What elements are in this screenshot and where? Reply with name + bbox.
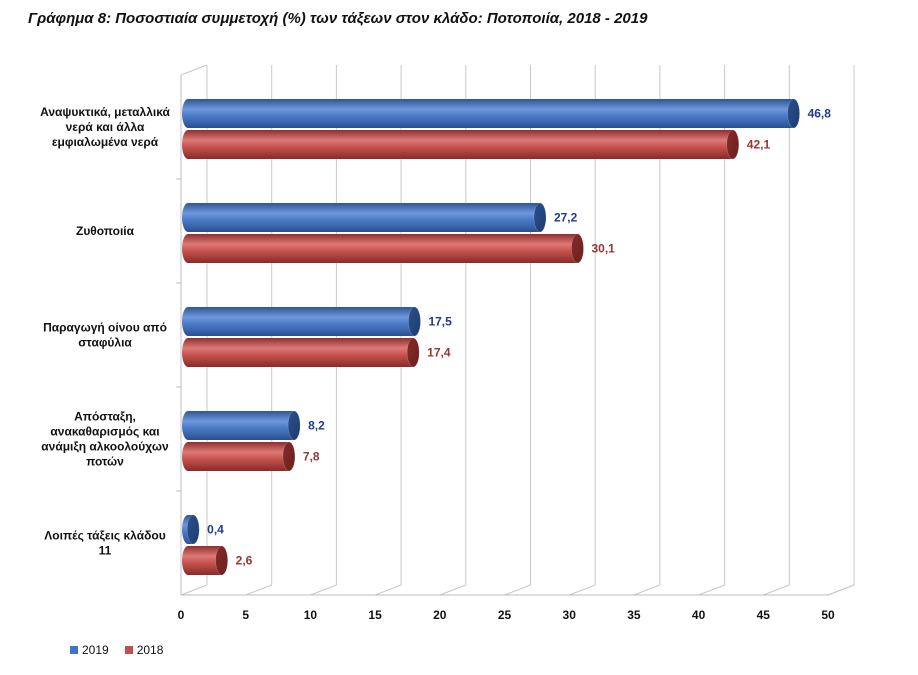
category-label: Λοιπές τάξεις κλάδου 11 (44, 529, 165, 558)
data-label: 30,1 (591, 242, 615, 256)
bar-cap (215, 545, 228, 576)
bar-body (182, 130, 739, 159)
legend-label-2019: 2019 (82, 643, 109, 657)
x-tick-label: 0 (178, 608, 185, 622)
x-tick-label: 30 (563, 608, 577, 622)
bar-cap (406, 337, 420, 368)
bar-cap (287, 410, 301, 441)
floor-edge (827, 584, 855, 596)
floor-gridline (504, 584, 531, 596)
bar-2018-1 (182, 233, 584, 264)
bar-2018-2 (182, 337, 420, 368)
x-tick-label: 5 (242, 608, 249, 622)
floor-gridline (180, 584, 208, 596)
legend: 2019 2018 (70, 643, 163, 657)
bar-body (182, 203, 546, 232)
floor-gridline (310, 584, 337, 596)
category-label: Αναψυκτικά, μεταλλικά νερά και άλλα εμφιαλ… (40, 105, 170, 149)
data-label: 27,2 (554, 211, 578, 225)
chart-title: Γράφημα 8: Ποσοστιαία συμμετοχή (%) των … (28, 10, 648, 27)
bar-body (182, 99, 800, 128)
x-tick-label: 25 (498, 608, 512, 622)
floor-gridline (439, 584, 466, 596)
data-label: 8,2 (308, 419, 325, 433)
category-label: Απόσταξη, ανακαθαρισμός και ανάμιξη αλκοολ… (41, 410, 169, 469)
bar-2019-4 (182, 514, 200, 545)
x-tick-label: 20 (433, 608, 447, 622)
bar-2018-3 (182, 441, 296, 472)
data-label: 0,4 (207, 523, 224, 537)
data-label: 7,8 (303, 450, 320, 464)
floor-gridline (245, 584, 272, 596)
bar-body (182, 411, 301, 440)
data-label: 42,1 (747, 138, 771, 152)
bar-body (182, 234, 584, 263)
bar-body (182, 442, 295, 471)
bar-cap (408, 306, 421, 337)
bar-chart: 0 5 10 15 20 25 30 35 40 45 50 Αναψυκτικά, μεταλλικ… (40, 64, 855, 622)
data-label: 17,5 (428, 315, 452, 329)
bar-cap (571, 233, 584, 264)
bar-cap (186, 514, 200, 545)
legend-swatch-2019 (70, 646, 78, 654)
x-tick-label: 45 (757, 608, 771, 622)
legend-item-2019: 2019 (70, 643, 109, 657)
bar-2019-2 (182, 306, 421, 337)
bar-body (182, 546, 228, 575)
floor-gridline (763, 584, 790, 596)
bar-2019-0 (182, 98, 800, 129)
bar-2019-3 (182, 410, 301, 441)
x-tick-label: 40 (692, 608, 706, 622)
bar-body (182, 307, 421, 336)
x-tick-label: 15 (368, 608, 382, 622)
floor-gridline (698, 584, 725, 596)
bar-cap (533, 202, 547, 233)
x-tick-label: 35 (627, 608, 641, 622)
floor-gridline (569, 584, 596, 596)
bar-cap (787, 98, 800, 129)
x-tick-label: 10 (304, 608, 318, 622)
category-label: Παραγωγή οίνου από σταφύλια (43, 321, 167, 350)
floor-gridline (633, 584, 661, 596)
bar-2019-1 (182, 202, 547, 233)
legend-swatch-2018 (124, 646, 133, 654)
bar-2018-4 (182, 545, 228, 576)
bar-2018-0 (182, 129, 740, 160)
bar-body (182, 338, 420, 367)
legend-item-2018: 2018 (124, 643, 164, 657)
category-label: Ζυθοποιία (76, 224, 135, 238)
floor-gridline (374, 584, 402, 596)
legend-label-2018: 2018 (136, 643, 164, 657)
data-label: 17,4 (427, 346, 451, 360)
bar-cap (726, 129, 740, 160)
bar-cap (282, 441, 296, 472)
data-label: 2,6 (236, 554, 253, 568)
data-label: 46,8 (808, 107, 832, 121)
x-tick-label: 50 (821, 608, 835, 622)
wall-edge (180, 64, 208, 76)
